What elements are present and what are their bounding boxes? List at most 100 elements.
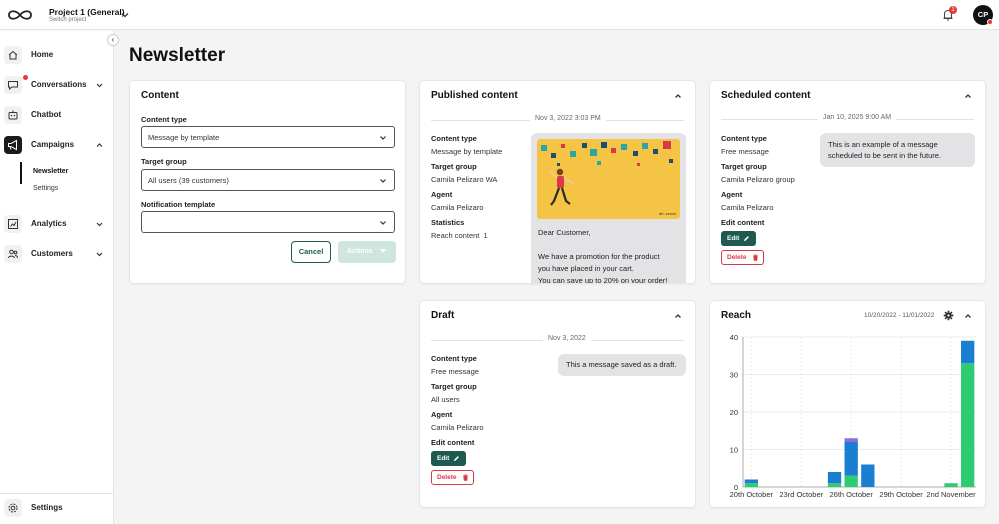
reach-card: Reach 10/20/2022 - 11/01/2022 0 10 20 30 40 2… <box>709 300 986 508</box>
y-tick-label: 10 <box>730 446 738 455</box>
agent-value: Camila Pelizaro <box>431 423 484 432</box>
sidebar-item-label: Conversations <box>31 80 87 89</box>
cancel-button[interactable]: Cancel <box>291 241 331 263</box>
page-title: Newsletter <box>129 45 226 66</box>
chevron-up-icon[interactable] <box>963 311 973 321</box>
content-card: Content Content type Message by template… <box>129 80 406 284</box>
image-caption: db: zench <box>659 211 676 216</box>
content-type-label: Content type <box>431 134 477 143</box>
sidebar-item-label: Chatbot <box>31 110 62 119</box>
app-logo[interactable] <box>6 8 34 22</box>
collapse-sidebar-button[interactable]: ‹ <box>107 34 119 46</box>
content-type-label: Content type <box>431 354 477 363</box>
edit-content-label: Edit content <box>721 218 765 227</box>
edit-label: Edit <box>437 455 450 462</box>
sidebar-item-label: Customers <box>31 249 73 258</box>
bar-segment[interactable] <box>844 475 858 487</box>
date-range[interactable]: 10/20/2022 - 11/01/2022 <box>864 312 935 319</box>
divider <box>0 493 113 494</box>
reach-content-stat: Reach content 1 <box>431 231 488 240</box>
content-type-select[interactable]: Message by template <box>141 126 395 148</box>
notification-template-select[interactable] <box>141 211 395 233</box>
active-indicator <box>20 162 22 184</box>
bar-segment[interactable] <box>844 438 858 442</box>
gear-icon <box>4 499 22 517</box>
chat-icon <box>4 75 28 94</box>
edit-label: Edit <box>727 235 740 242</box>
project-name[interactable]: Project 1 (General) <box>49 7 125 17</box>
chevron-down-icon[interactable] <box>120 10 130 20</box>
template-message-bubble: db: zench Dear Customer, We have a promo… <box>531 133 686 283</box>
notification-template-label: Notification template <box>141 200 216 209</box>
bar-segment[interactable] <box>961 340 975 364</box>
bar-segment[interactable] <box>944 483 958 487</box>
message-line: We have a promotion for the product <box>538 252 660 261</box>
published-date: Nov 3, 2022 3:03 PM <box>530 115 606 122</box>
unread-dot <box>23 75 28 80</box>
published-content-card: Published content Nov 3, 2022 3:03 PM Co… <box>419 80 696 284</box>
sidebar-subitem-settings[interactable]: Settings <box>33 185 59 192</box>
bar-segment[interactable] <box>827 472 842 484</box>
chevron-down-icon <box>380 136 386 140</box>
chevron-down-icon[interactable] <box>95 220 104 229</box>
chevron-up-icon[interactable] <box>673 311 683 321</box>
delete-button[interactable]: Delete <box>431 470 474 485</box>
sidebar-item-campaigns[interactable]: Campaigns <box>0 135 113 157</box>
sidebar-item-customers[interactable]: Customers <box>0 244 113 266</box>
statistics-label: Statistics <box>431 218 465 227</box>
message-line: you have placed in your cart. <box>538 264 634 273</box>
top-bar: Project 1 (General) Switch project 1 CP <box>0 0 999 30</box>
pencil-icon <box>744 236 749 241</box>
actions-label: Actions <box>347 248 373 255</box>
target-group-value: All users <box>431 395 460 404</box>
sidebar: Home Conversations Chatbot Campaigns New… <box>0 31 114 524</box>
sidebar-item-label: Campaigns <box>31 140 75 149</box>
sidebar-item-home[interactable]: Home <box>0 45 113 67</box>
bar-segment[interactable] <box>744 479 758 484</box>
chevron-up-icon[interactable] <box>673 91 683 101</box>
sidebar-item-settings[interactable]: Settings <box>0 498 113 520</box>
chevron-down-icon[interactable] <box>95 81 104 90</box>
edit-button[interactable]: Edit <box>721 231 756 246</box>
edit-button[interactable]: Edit <box>431 451 466 466</box>
message-line-blank <box>538 239 667 251</box>
card-title: Content <box>141 90 179 101</box>
target-group-select[interactable]: All users (39 customers) <box>141 169 395 191</box>
users-icon <box>4 245 22 263</box>
message-line: scheduled to be sent in the future. <box>828 151 941 160</box>
x-tick-label: 26th October <box>829 490 873 499</box>
chevron-down-icon <box>380 221 386 225</box>
bar-segment[interactable] <box>961 363 975 487</box>
delete-button[interactable]: Delete <box>721 250 764 265</box>
message-line: This is an example of a message <box>828 140 938 149</box>
chevron-down-icon[interactable] <box>95 250 104 259</box>
target-group-value: Camila Pelizaro WA <box>431 175 498 184</box>
bot-icon <box>4 106 22 124</box>
bar-segment[interactable] <box>844 442 858 476</box>
actions-button[interactable]: Actions <box>338 241 396 263</box>
x-tick-label: 20th October <box>730 490 774 499</box>
gear-icon[interactable] <box>943 310 954 321</box>
sidebar-item-conversations[interactable]: Conversations <box>0 75 113 97</box>
card-title: Scheduled content <box>721 90 811 101</box>
bar-segment[interactable] <box>744 483 758 487</box>
sidebar-item-chatbot[interactable]: Chatbot <box>0 105 113 127</box>
bar-segment[interactable] <box>827 483 842 487</box>
confetti <box>541 141 673 166</box>
chevron-up-icon[interactable] <box>963 91 973 101</box>
scheduled-date: Jan 10, 2025 9:00 AM <box>818 114 897 121</box>
card-title: Draft <box>431 310 455 321</box>
sidebar-subitem-newsletter[interactable]: Newsletter <box>33 168 69 175</box>
x-tick-label: 2nd November <box>926 490 976 499</box>
home-icon <box>4 46 22 64</box>
bar-segment[interactable] <box>861 464 875 488</box>
x-tick-label: 29th October <box>879 490 923 499</box>
switch-project-link[interactable]: Switch project <box>49 17 87 23</box>
dancing-person <box>549 168 574 206</box>
chevron-up-icon[interactable] <box>95 141 104 150</box>
content-type-value: Message by template <box>431 147 503 156</box>
sidebar-item-analytics[interactable]: Analytics <box>0 214 113 236</box>
y-tick-label: 20 <box>730 408 738 417</box>
content-type-label: Content type <box>141 115 187 124</box>
notification-badge: 1 <box>949 6 957 14</box>
